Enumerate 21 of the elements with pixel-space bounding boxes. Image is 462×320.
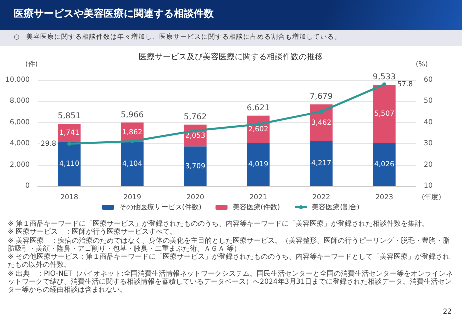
bar bbox=[121, 142, 144, 186]
point bbox=[320, 110, 324, 114]
total-label: 5,762 bbox=[184, 112, 207, 122]
bar bbox=[247, 143, 270, 186]
total-label: 9,533 bbox=[373, 72, 396, 82]
point bbox=[130, 139, 134, 144]
bar bbox=[58, 124, 81, 142]
bar bbox=[58, 142, 81, 186]
total-label: 5,851 bbox=[58, 111, 81, 120]
bar bbox=[310, 141, 333, 186]
total-label: 7,679 bbox=[310, 92, 333, 102]
bar bbox=[373, 84, 396, 144]
point bbox=[382, 82, 386, 87]
point bbox=[68, 142, 72, 146]
bar bbox=[310, 104, 333, 142]
chart-title: 医療サービスや美容医療に関連する相談件数 bbox=[0, 0, 462, 30]
bar bbox=[184, 146, 207, 186]
total-label: 5,966 bbox=[121, 110, 144, 120]
total-label: 6,621 bbox=[247, 103, 270, 112]
chart-subtitle: 医療サービス及び美容医療に関する相談件数の推移 bbox=[139, 52, 323, 62]
bar bbox=[373, 143, 396, 186]
